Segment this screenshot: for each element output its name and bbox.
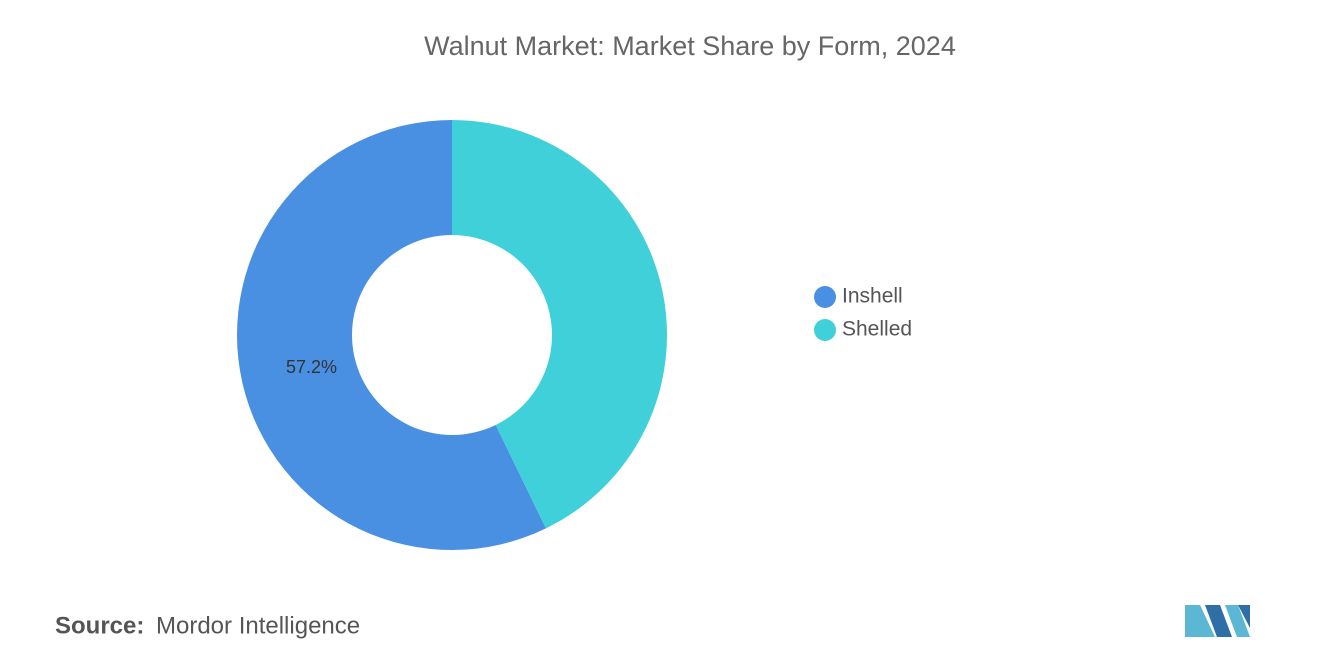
legend: Inshell Shelled [814,285,912,341]
legend-swatch [814,286,836,308]
data-label: 57.2% [286,357,337,377]
source-label: Source: [55,612,144,639]
source: Mordor Intelligence [156,612,360,639]
chart-title: Walnut Market: Market Share by Form, 202… [424,31,956,61]
legend-label: Shelled [842,318,912,341]
legend-label: Inshell [842,285,903,308]
slice [237,120,546,550]
slice [452,120,667,529]
logo [1185,605,1250,637]
donut: 57.2% [237,120,667,550]
legend-swatch [814,319,836,341]
